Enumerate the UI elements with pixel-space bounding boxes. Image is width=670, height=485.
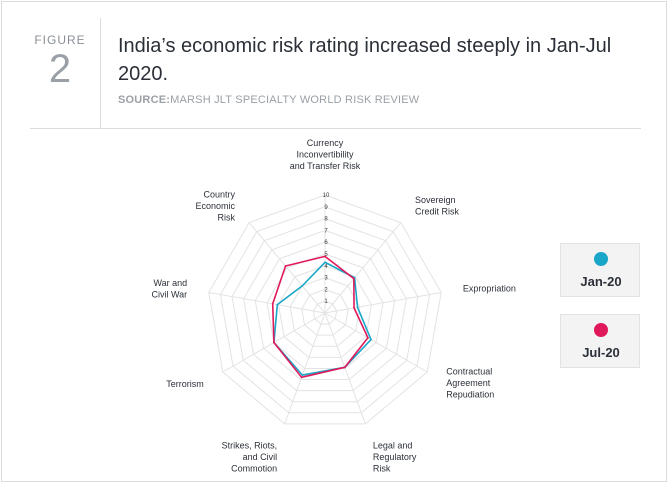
axis-label-line: Commotion	[231, 464, 277, 474]
axis-label-5: Strikes, Riots, and Civil Commotion	[222, 441, 278, 474]
axis-label-line: Strikes, Riots,	[222, 441, 278, 451]
axis-label-line: and Civil	[243, 452, 278, 462]
axis-label-line: Civil War	[151, 289, 187, 299]
data-point-jan-20-8	[301, 284, 304, 287]
grid-ring-5	[266, 253, 384, 369]
data-point-jan-20-7	[276, 303, 279, 306]
grid-ring-2	[301, 288, 349, 336]
tick-label-10: 10	[323, 193, 330, 199]
tick-label-8: 8	[324, 217, 328, 223]
data-point-jan-20-0	[324, 261, 326, 264]
data-point-jul-20-2	[353, 306, 355, 309]
data-point-jul-20-1	[352, 277, 355, 280]
data-point-jul-20-3	[367, 336, 369, 339]
axis-label-line: Contractual	[446, 367, 492, 377]
grid-ring-10	[208, 194, 442, 425]
legend-swatch-jul	[594, 323, 608, 337]
axis-spoke-4	[324, 312, 366, 425]
axis-spoke-2	[324, 292, 442, 314]
data-point-jan-20-3	[370, 338, 372, 341]
tick-label-3: 3	[324, 276, 328, 282]
axis-label-line: War and	[153, 278, 187, 288]
axis-label-line: Sovereign	[415, 195, 456, 205]
tick-label-6: 6	[324, 240, 328, 246]
tick-label-7: 7	[324, 228, 328, 234]
tick-label-9: 9	[324, 205, 328, 211]
data-point-jan-20-2	[356, 306, 359, 309]
figure-number: 2	[48, 47, 72, 91]
axis-label-line: Credit Risk	[415, 207, 460, 217]
axis-spoke-8	[248, 222, 326, 314]
axis-label-line: Economic	[195, 201, 235, 211]
axis-label-line: Country	[203, 189, 235, 199]
axis-label-line: Repudiation	[446, 390, 494, 400]
series-line-jul-20	[271, 255, 369, 379]
axis-label-0: Currency Inconvertibility and Transfer Ris…	[290, 138, 361, 171]
axis-label-line: Inconvertibility	[296, 150, 354, 160]
chart-title: India’s economic risk rating increased s…	[118, 35, 612, 85]
grid-ring-4	[277, 265, 373, 358]
legend-label-jul: Jul-20	[582, 345, 620, 360]
legend-label-jan: Jan-20	[580, 274, 622, 289]
data-point-jul-20-8	[284, 265, 287, 267]
grid-ring-8	[231, 218, 419, 403]
axis-label-line: Expropriation	[463, 284, 516, 294]
tick-label-1: 1	[324, 299, 328, 305]
tick-label-2: 2	[324, 287, 328, 293]
data-point-jan-20-5	[301, 374, 304, 376]
axis-spoke-1	[324, 222, 402, 314]
axis-label-line: Terrorism	[166, 379, 204, 389]
header-divider	[100, 18, 101, 128]
axis-label-4: Legal and Regulatory Risk	[373, 441, 417, 474]
axis-spoke-3	[324, 312, 428, 373]
axis-label-6: Terrorism	[166, 379, 204, 389]
legend-swatch-jan	[594, 252, 608, 266]
axis-label-line: Legal and	[373, 441, 413, 451]
grid-ring-9	[219, 206, 431, 414]
axis-label-3: Contractual Agreement Repudiation	[446, 367, 494, 400]
axis-label-line: and Transfer Risk	[290, 161, 361, 171]
axis-spoke-5	[284, 312, 326, 425]
data-point-jul-20-6	[273, 341, 275, 344]
grid-ring-7	[243, 229, 407, 392]
tick-label-4: 4	[324, 264, 328, 270]
series-line-jan-20	[273, 261, 372, 376]
axis-label-line: Regulatory	[373, 452, 417, 462]
grid-ring-1	[312, 300, 338, 325]
axis-label-7: War and Civil War	[151, 278, 187, 300]
data-point-jul-20-4	[343, 366, 346, 369]
axis-label-line: Risk	[373, 464, 391, 474]
grid-ring-6	[254, 241, 396, 381]
tick-label-5: 5	[324, 252, 328, 258]
header-rule	[30, 128, 641, 129]
axis-label-line: Risk	[218, 212, 236, 222]
data-point-jul-20-5	[300, 376, 303, 379]
axis-label-1: Sovereign Credit Risk	[415, 195, 460, 217]
source-text: MARSH JLT SPECIALTY WORLD RISK REVIEW	[170, 94, 420, 106]
axis-label-line: Agreement	[446, 378, 491, 388]
legend-item-jul: Jul-20	[560, 314, 640, 368]
axis-label-2: Expropriation	[463, 284, 516, 294]
axis-spoke-7	[208, 292, 326, 314]
legend-item-jan: Jan-20	[560, 243, 640, 297]
data-point-jul-20-7	[271, 302, 274, 305]
axis-label-8: Country Economic Risk	[195, 189, 235, 222]
data-point-jul-20-0	[324, 255, 326, 258]
figure-label: FIGURE	[34, 33, 86, 47]
source-label: SOURCE:	[118, 94, 171, 106]
source-line: SOURCE:MARSH JLT SPECIALTY WORLD RISK RE…	[118, 94, 419, 106]
axis-label-line: Currency	[307, 138, 344, 148]
